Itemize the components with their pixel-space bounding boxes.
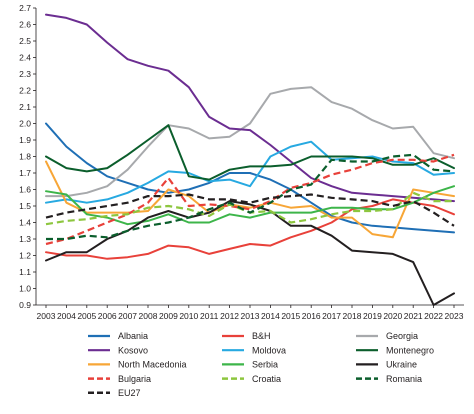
y-tick-label: 1.9 xyxy=(19,135,31,145)
series-line-north-macedonia xyxy=(45,160,455,239)
x-tick-label: 2017 xyxy=(322,311,341,321)
series-line-eu27 xyxy=(45,193,455,227)
x-tick-label: 2004 xyxy=(57,311,76,321)
x-ticks: 2003 2004 2005 2006 2007 2008 2009 2010 2011 2012… xyxy=(37,305,464,321)
x-tick-label: 2018 xyxy=(343,311,362,321)
x-tick-label: 2010 xyxy=(179,311,198,321)
x-tick-label: 2021 xyxy=(404,311,423,321)
legend-label-kosovo: Kosovo xyxy=(118,345,148,355)
y-tick-label: 1.2 xyxy=(19,251,31,261)
legend-label-north-macedonia: North Macedonia xyxy=(118,360,187,370)
y-tick-label: 2.7 xyxy=(19,3,31,13)
series-line-romania xyxy=(46,153,455,241)
legend-label-serbia: Serbia xyxy=(252,360,278,370)
legend-label-b-h: B&H xyxy=(252,331,271,341)
x-tick-label: 2015 xyxy=(281,311,300,321)
x-tick-label: 2009 xyxy=(159,311,178,321)
x-tick-label: 2007 xyxy=(118,311,137,321)
series-line-montenegro xyxy=(45,124,455,181)
x-tick-label: 2006 xyxy=(98,311,117,321)
y-tick-label: 2.6 xyxy=(19,20,31,30)
y-tick-label: 2.4 xyxy=(19,53,31,63)
y-tick-label: 2.2 xyxy=(19,86,31,96)
x-tick-label: 2011 xyxy=(200,311,219,321)
y-tick-label: 2.1 xyxy=(19,102,31,112)
legend-label-montenegro: Montenegro xyxy=(386,345,434,355)
series-line-b-h xyxy=(45,198,455,260)
legend: Albania B&H Georgia Kosovo Moldova Montenegro… xyxy=(88,331,434,398)
y-tick-label: 1.4 xyxy=(19,218,31,228)
y-tick-label: 1.7 xyxy=(19,168,31,178)
y-tick-label: 1.1 xyxy=(19,267,31,277)
legend-label-croatia: Croatia xyxy=(252,374,281,384)
y-tick-label: 1.8 xyxy=(19,152,31,162)
x-tick-label: 2016 xyxy=(302,311,321,321)
y-tick-label: 2.0 xyxy=(19,119,31,129)
x-tick-label: 2012 xyxy=(220,311,239,321)
y-tick-label: 2.3 xyxy=(19,69,31,79)
y-tick-label: 1.3 xyxy=(19,234,31,244)
x-tick-label: 2019 xyxy=(363,311,382,321)
legend-label-georgia: Georgia xyxy=(386,331,418,341)
x-tick-label: 2023 xyxy=(445,311,464,321)
y-ticks: 0.9 1.0 1.1 1.2 1.3 1.4 1.5 1.6 1.7 1.8 1.9 2.0 2.1 2… xyxy=(19,3,36,310)
legend-label-bulgaria: Bulgaria xyxy=(118,374,151,384)
legend-label-albania: Albania xyxy=(118,331,148,341)
y-tick-label: 1.6 xyxy=(19,185,31,195)
x-tick-label: 2008 xyxy=(139,311,158,321)
series-line-georgia xyxy=(45,86,455,198)
x-tick-label: 2014 xyxy=(261,311,280,321)
x-tick-label: 2003 xyxy=(37,311,56,321)
legend-label-eu27: EU27 xyxy=(118,388,141,398)
legend-label-romania: Romania xyxy=(386,374,422,384)
series-line-albania xyxy=(45,122,455,234)
y-tick-label: 1.0 xyxy=(19,284,31,294)
legend-label-ukraine: Ukraine xyxy=(386,360,417,370)
series-line-kosovo xyxy=(45,13,455,203)
series-line-moldova xyxy=(45,140,455,204)
x-tick-label: 2013 xyxy=(241,311,260,321)
y-tick-label: 1.5 xyxy=(19,201,31,211)
series-lines xyxy=(45,13,455,306)
x-tick-label: 2022 xyxy=(424,311,443,321)
y-tick-label: 2.5 xyxy=(19,36,31,46)
legend-label-moldova: Moldova xyxy=(252,345,286,355)
x-tick-label: 2005 xyxy=(77,311,96,321)
x-tick-label: 2020 xyxy=(383,311,402,321)
y-tick-label: 0.9 xyxy=(19,300,31,310)
series-line-bulgaria xyxy=(45,153,455,246)
